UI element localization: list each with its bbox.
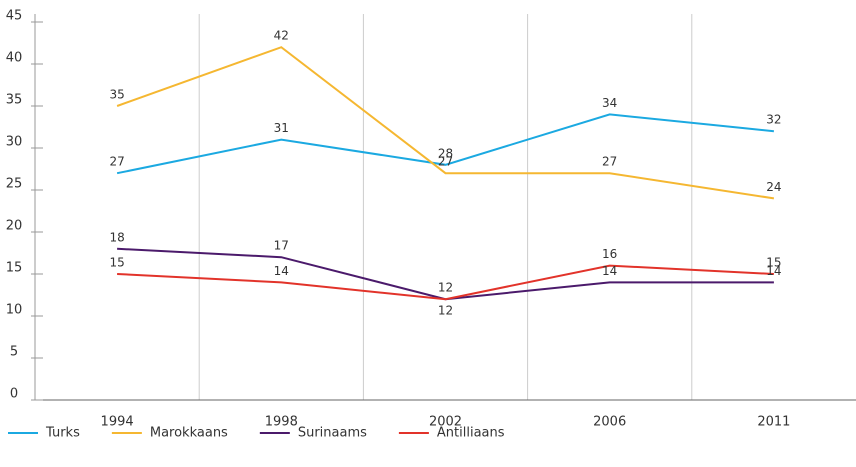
- x-tick-label: 1994: [101, 415, 134, 430]
- legend-label: Surinaams: [298, 426, 367, 441]
- data-label: 12: [438, 304, 453, 318]
- data-label: 42: [274, 29, 289, 43]
- data-label: 34: [602, 96, 617, 110]
- data-label: 24: [766, 180, 781, 194]
- data-label: 15: [766, 256, 781, 270]
- x-tick-label: 2002: [429, 415, 462, 430]
- data-label: 14: [766, 264, 781, 278]
- x-tick-label: 1998: [265, 415, 298, 430]
- data-label: 12: [438, 281, 453, 295]
- data-label: 32: [766, 113, 781, 127]
- line: [116, 46, 775, 200]
- y-tick-label: 15: [6, 261, 23, 276]
- data-label: 16: [602, 247, 617, 261]
- y-tick-label: 10: [6, 303, 23, 318]
- data-label: 27: [438, 155, 453, 169]
- y-tick-label: 25: [6, 177, 23, 192]
- legend-label: Marokkaans: [150, 426, 228, 441]
- y-tick-label: 40: [6, 51, 23, 66]
- data-label: 14: [274, 264, 289, 278]
- x-tick-label: 2011: [757, 415, 790, 430]
- data-label: 35: [109, 88, 124, 102]
- x-tick-label: 2006: [593, 415, 626, 430]
- data-label: 18: [109, 230, 124, 244]
- data-label: 27: [602, 155, 617, 169]
- data-label: 31: [274, 121, 289, 135]
- line: [117, 264, 774, 301]
- legend-label: Turks: [45, 426, 80, 441]
- y-tick-label: 45: [6, 9, 23, 24]
- legend-label: Antilliaans: [437, 426, 505, 441]
- data-label: 28: [438, 146, 453, 160]
- data-label: 17: [274, 239, 289, 253]
- y-tick-label: 0: [10, 387, 18, 402]
- y-tick-label: 20: [6, 219, 23, 234]
- y-tick-label: 35: [6, 93, 23, 108]
- data-label: 27: [109, 155, 124, 169]
- data-label: 15: [109, 256, 124, 270]
- line: [116, 113, 775, 175]
- y-tick-label: 30: [6, 135, 23, 150]
- y-tick-label: 5: [10, 345, 18, 360]
- data-label: 14: [602, 264, 617, 278]
